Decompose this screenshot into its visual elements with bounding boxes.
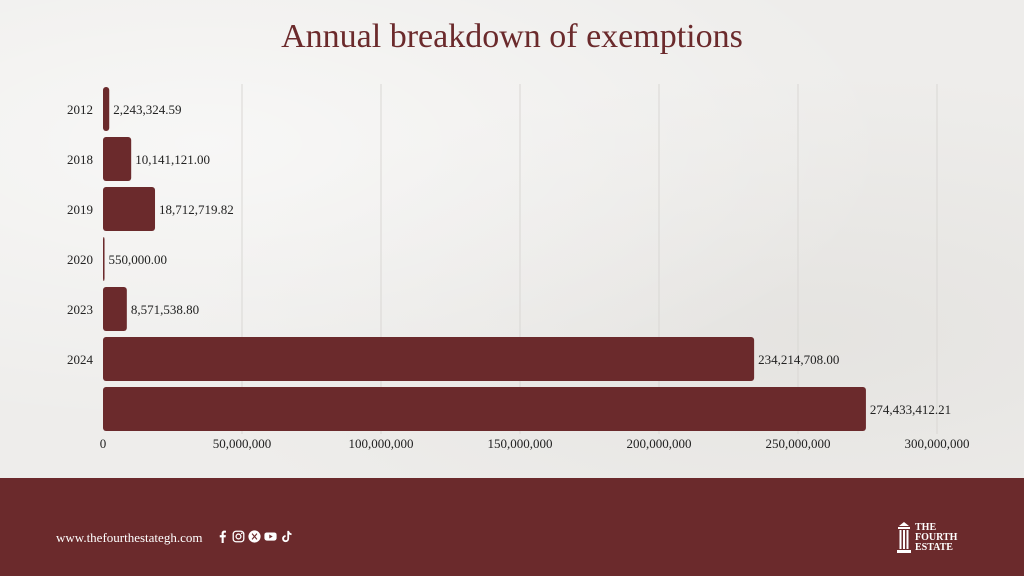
footer: www.thefourthestategh.com (0, 478, 1024, 576)
x-icon[interactable] (248, 529, 261, 543)
bars (103, 87, 866, 431)
logo: THE FOURTH ESTATE (897, 518, 987, 558)
bar (103, 387, 866, 431)
logo-line-2: FOURTH (915, 532, 958, 543)
category-label: 2020 (67, 252, 93, 267)
x-tick-label: 150,000,000 (488, 436, 553, 451)
bar (103, 237, 105, 281)
x-tick-label: 50,000,000 (213, 436, 272, 451)
x-tick-labels: 0 50,000,000 100,000,000 150,000,000 200,000… (100, 436, 970, 451)
value-label: 10,141,121.00 (135, 152, 210, 167)
tiktok-icon[interactable] (280, 530, 293, 543)
youtube-icon[interactable] (264, 530, 277, 543)
pillar-logo-icon (897, 522, 911, 553)
x-tick-label: 0 (100, 436, 107, 451)
x-tick-label: 250,000,000 (766, 436, 831, 451)
website-link[interactable]: www.thefourthestategh.com (56, 530, 203, 545)
value-label: 274,433,412.21 (870, 402, 951, 417)
value-label: 234,214,708.00 (758, 352, 839, 367)
bar-chart: 2012 2018 2019 2020 2023 2024 2,243,324.59 10,… (67, 84, 970, 451)
category-label: 2024 (67, 352, 94, 367)
chart-title: Annual breakdown of exemptions (281, 18, 743, 55)
value-labels: 2,243,324.59 10,141,121.00 18,712,719.82 55… (109, 102, 952, 417)
instagram-icon[interactable] (232, 530, 245, 543)
value-label: 8,571,538.80 (131, 302, 199, 317)
logo-line-1: THE (915, 522, 937, 533)
value-label: 2,243,324.59 (113, 102, 181, 117)
bar (103, 287, 127, 331)
gridlines (241, 84, 938, 434)
logo-text: THE FOURTH ESTATE (915, 523, 957, 553)
bar (103, 187, 156, 231)
logo-line-3: ESTATE (915, 542, 953, 553)
facebook-icon[interactable] (216, 530, 229, 543)
social-icons (216, 528, 293, 544)
category-label: 2023 (67, 302, 93, 317)
value-label: 18,712,719.82 (159, 202, 234, 217)
bar (103, 87, 110, 131)
x-tick-label: 200,000,000 (627, 436, 692, 451)
bar (103, 137, 132, 181)
category-label: 2019 (67, 202, 93, 217)
category-label: 2012 (67, 102, 93, 117)
x-tick-label: 300,000,000 (905, 436, 970, 451)
x-tick-label: 100,000,000 (349, 436, 414, 451)
bar (103, 337, 755, 381)
category-labels: 2012 2018 2019 2020 2023 2024 (67, 102, 94, 367)
category-label: 2018 (67, 152, 93, 167)
value-label: 550,000.00 (109, 252, 167, 267)
